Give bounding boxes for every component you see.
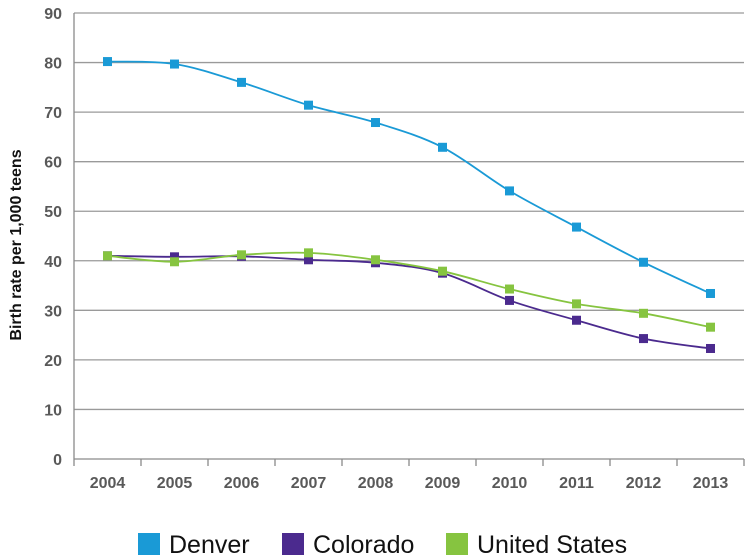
data-point-denver [237, 77, 246, 87]
data-point-colorado [170, 252, 179, 262]
series-denver [103, 57, 715, 298]
data-point-united-states [572, 299, 581, 309]
data-point-united-states [639, 308, 648, 318]
data-point-united-states [237, 250, 246, 260]
x-tick-label: 2009 [425, 475, 461, 492]
y-tick-label: 10 [44, 402, 62, 419]
data-point-denver [304, 100, 313, 110]
x-tick-label: 2004 [90, 475, 126, 492]
data-point-denver [438, 142, 447, 152]
series-line-united-states [107, 251, 711, 329]
data-point-denver [572, 222, 581, 232]
y-tick-label: 60 [44, 155, 62, 172]
y-axis-label: Birth rate per 1,000 teens [8, 149, 25, 340]
y-tick-label: 40 [44, 254, 62, 271]
y-tick-label: 30 [44, 303, 62, 320]
legend-label-denver: Denver [169, 531, 250, 555]
axes [73, 13, 745, 466]
series-united-states [103, 248, 715, 332]
data-point-united-states [505, 284, 514, 294]
x-tick-label: 2006 [224, 475, 260, 492]
legend-item-colorado: Colorado [282, 531, 414, 555]
data-point-denver [371, 118, 380, 128]
data-point-united-states [103, 251, 112, 261]
y-tick-label: 20 [44, 353, 62, 370]
y-tick-label: 70 [44, 105, 62, 122]
legend-item-denver: Denver [138, 531, 250, 555]
y-tick-label: 50 [44, 204, 62, 221]
legend-swatch-denver [138, 533, 160, 555]
series-line-colorado [107, 254, 711, 350]
y-tick-label: 0 [53, 452, 62, 469]
data-point-denver [706, 288, 715, 298]
data-point-colorado [572, 315, 581, 325]
data-point-colorado [505, 295, 514, 305]
data-point-colorado [304, 255, 313, 265]
y-tick-labels: 0 10 20 30 40 50 60 70 80 90 [44, 6, 62, 469]
gridlines [74, 12, 744, 411]
x-tick-label: 2008 [358, 475, 394, 492]
legend-swatch-colorado [282, 533, 304, 555]
data-point-denver [170, 59, 179, 69]
data-point-united-states [706, 322, 715, 332]
data-point-denver [103, 57, 112, 67]
data-point-united-states [304, 248, 313, 258]
series [103, 57, 715, 353]
legend-label-united-states: United States [477, 531, 627, 555]
data-point-united-states [438, 266, 447, 276]
data-point-denver [505, 186, 514, 196]
x-tick-label: 2010 [492, 475, 528, 492]
x-tick-label: 2007 [291, 475, 327, 492]
legend-item-united-states: United States [446, 531, 627, 555]
data-point-united-states [371, 255, 380, 265]
legend-swatch-united-states [446, 533, 468, 555]
data-point-colorado [639, 334, 648, 344]
x-tick-label: 2013 [693, 475, 729, 492]
y-tick-label: 90 [44, 6, 62, 23]
series-line-denver [107, 60, 711, 295]
data-point-colorado [706, 343, 715, 353]
legend: Denver Colorado United States [138, 531, 627, 555]
series-colorado [103, 251, 715, 353]
x-tick-label: 2012 [626, 475, 662, 492]
data-point-united-states [170, 257, 179, 267]
x-tick-labels: 2004 2005 2006 2007 2008 2009 2010 2011 2012 2013 [90, 475, 729, 492]
x-tick-label: 2005 [157, 475, 193, 492]
y-tick-label: 80 [44, 56, 62, 73]
x-tick-label: 2011 [559, 475, 594, 492]
data-point-denver [639, 257, 648, 267]
legend-label-colorado: Colorado [313, 531, 414, 555]
